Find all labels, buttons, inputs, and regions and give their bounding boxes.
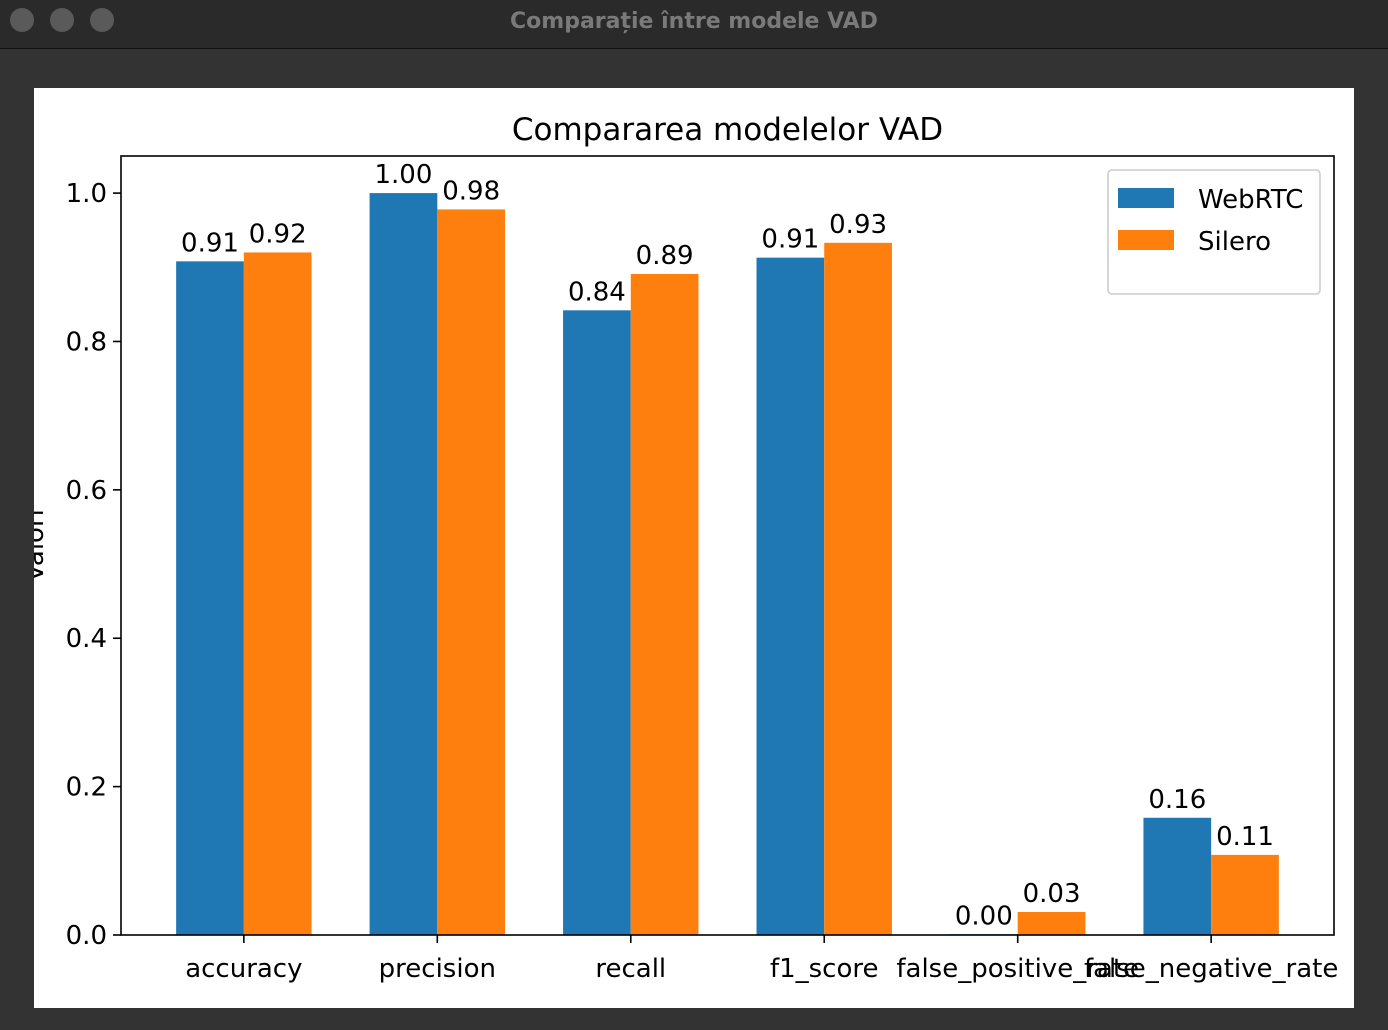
value-label: 0.16 [1148, 785, 1206, 815]
bar [437, 209, 506, 936]
value-label: 0.98 [442, 176, 500, 206]
legend-swatch [1118, 188, 1174, 208]
bar [756, 257, 825, 935]
legend-swatch [1118, 230, 1174, 250]
plot: Compararea modelelor VAD Valori 0.0 0.2 0.4 0… [20, 112, 1338, 984]
zoom-button[interactable] [90, 8, 114, 32]
x-tick-label: accuracy [185, 954, 302, 984]
bar [176, 261, 244, 935]
value-label: 0.89 [636, 241, 694, 271]
y-tick-label: 0.8 [66, 327, 107, 357]
y-axis-label: Valori [20, 509, 50, 582]
x-tick-label: precision [379, 954, 496, 984]
value-label: 0.11 [1216, 822, 1274, 852]
axes-frame [120, 155, 1335, 936]
bar [369, 193, 438, 936]
y-tick-label: 0.6 [66, 476, 107, 506]
x-tick-label: false_positive_rate [896, 954, 1139, 984]
value-label: 0.92 [249, 219, 307, 249]
y-tick-label: 1.0 [66, 179, 107, 209]
bar [1143, 817, 1212, 935]
bar [630, 273, 699, 935]
bar [824, 242, 892, 935]
bar [243, 252, 312, 935]
bar [563, 310, 631, 936]
x-tick-label: recall [595, 954, 666, 984]
title-bar [0, 0, 1388, 48]
chart-title: Compararea modelelor VAD [512, 112, 943, 148]
window-title: Comparație între modele VAD [510, 9, 878, 34]
x-tick-label: f1_score [770, 954, 879, 984]
value-label: 0.00 [955, 901, 1013, 931]
bar [1211, 854, 1279, 935]
value-label: 1.00 [375, 160, 433, 190]
legend-label: Silero [1198, 227, 1271, 257]
minimize-button[interactable] [50, 8, 74, 32]
bar [1017, 912, 1086, 935]
legend-label: WebRTC [1198, 185, 1303, 215]
value-label: 0.93 [829, 210, 887, 240]
y-tick-label: 0.4 [66, 624, 107, 654]
close-button[interactable] [10, 8, 34, 32]
value-label: 0.91 [761, 225, 819, 255]
value-label: 0.03 [1023, 879, 1081, 909]
y-tick-label: 0.2 [66, 773, 107, 803]
x-tick-label: false_negative_rate [1084, 954, 1338, 984]
value-label: 0.84 [568, 277, 626, 307]
y-tick-label: 0.0 [66, 921, 107, 951]
value-label: 0.91 [181, 228, 239, 258]
